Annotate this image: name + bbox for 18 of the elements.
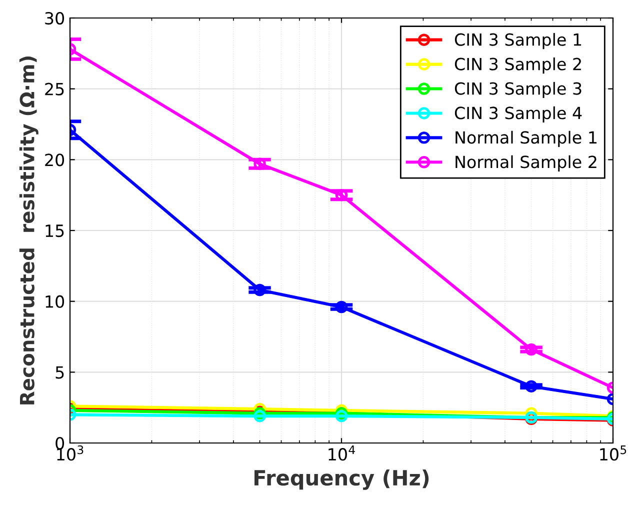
legend-label: Normal Sample 1 <box>456 130 596 147</box>
x-axis-title: Frequency (Hz) <box>254 470 429 490</box>
y-tick-label: 25 <box>45 82 64 96</box>
x-tick-label: 10$^{5}$ <box>600 446 626 461</box>
y-tick-label: 20 <box>45 154 64 166</box>
y-tick-label: 10 <box>46 295 64 308</box>
legend-label: CIN 3 Sample 2 <box>454 57 581 74</box>
legend-label: CIN 3 Sample 3 <box>454 82 582 98</box>
point <box>335 410 348 422</box>
legend-label: Normal Sample 2 <box>456 155 596 172</box>
legend-label: CIN 3 Sample 4 <box>454 106 582 123</box>
y-tick-label: 15 <box>46 224 64 238</box>
x-tick-label: 10$^{4}$ <box>328 446 355 461</box>
point <box>335 300 348 314</box>
y-axis-title: Reconstructed resistivity (Ω·m) <box>19 56 38 404</box>
legend-label: CIN 3 Sample 1 <box>454 33 582 50</box>
y-tick-label: 5 <box>56 366 64 379</box>
y-tick-label: 30 <box>45 12 64 25</box>
